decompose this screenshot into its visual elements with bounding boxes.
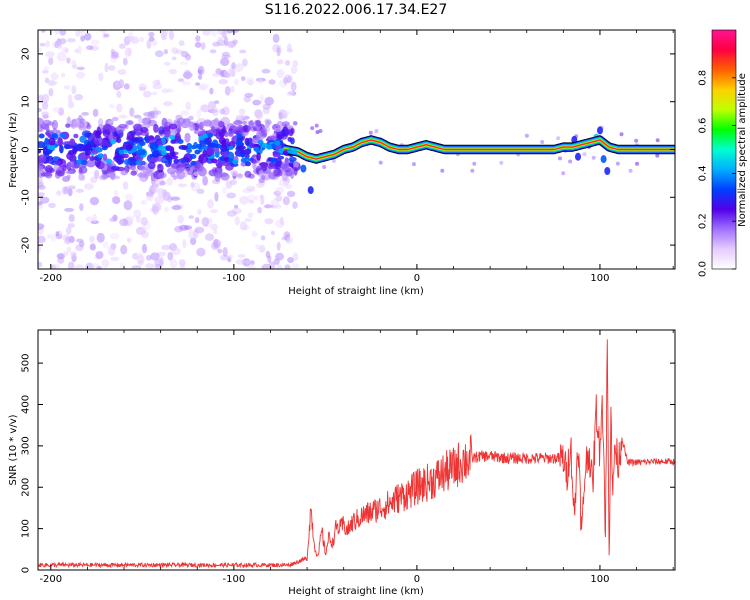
x-tick: 100 (590, 330, 609, 585)
snr-panel: -200 -100 0 100 0 100 200 300 400 500 Height of … (8, 329, 676, 597)
y-tick: 10 (21, 95, 675, 108)
x-tick-label: -200 (39, 273, 62, 284)
x-tick: -200 (39, 30, 62, 284)
spectrogram-y-axis-label: Frequency (Hz) (8, 112, 19, 188)
x-tick-label: -200 (39, 574, 62, 585)
y-tick: -10 (21, 189, 675, 205)
colorbar-label: Normalized spectral amplitude (737, 73, 748, 227)
x-tick-label: -100 (223, 574, 246, 585)
y-tick: 20 (21, 48, 675, 61)
y-tick: 500 (21, 354, 675, 373)
y-tick: 300 (21, 436, 675, 455)
colorbar-gradient (711, 29, 737, 270)
snr-plot-area (38, 330, 675, 570)
spectrogram-x-ticks: -200 -100 0 100 (39, 30, 609, 284)
x-tick-label: -100 (223, 273, 246, 284)
y-tick: 0 (21, 567, 675, 573)
x-tick: 0 (414, 330, 420, 585)
x-tick-label: 0 (414, 574, 420, 585)
y-tick-label: 500 (21, 354, 32, 373)
colorbar-tick: 0.0 (698, 261, 736, 277)
x-tick: 100 (590, 30, 609, 284)
colorbar-tick-label: 0.2 (698, 213, 709, 229)
x-tick: -100 (223, 30, 246, 284)
colorbar-tick: 0.4 (698, 165, 736, 181)
y-tick-label: 300 (21, 436, 32, 455)
colorbar-tick-label: 0.0 (698, 261, 709, 277)
colorbar-tick: 0.6 (698, 118, 736, 134)
colorbar-tick-label: 0.6 (698, 118, 709, 134)
snr-y-axis-label: SNR (10 * v/v) (8, 414, 19, 485)
figure-title: S116.2022.006.17.34.E27 (265, 2, 448, 18)
y-tick-label: 100 (21, 519, 32, 538)
y-tick-label: 400 (21, 395, 32, 414)
snr-series-line (38, 339, 675, 569)
y-tick-label: 0 (21, 567, 32, 573)
x-tick-label: 0 (414, 273, 420, 284)
colorbar-tick-label: 0.8 (698, 70, 709, 86)
snr-frame (37, 329, 676, 571)
y-tick: -20 (21, 237, 675, 253)
y-tick-label: -10 (21, 189, 32, 205)
colorbar: 0.0 0.2 0.4 0.6 0.8 Normalized spectral ampl… (698, 29, 748, 277)
snr-x-axis-label: Height of straight line (km) (288, 586, 424, 597)
colorbar-tick: 0.8 (698, 70, 736, 86)
x-tick-label: 100 (590, 273, 609, 284)
x-tick: 0 (414, 30, 420, 284)
spectrogram-ridge (38, 132, 675, 167)
x-tick: -100 (223, 330, 246, 585)
y-tick-label: 0 (21, 146, 32, 152)
spectrogram-x-axis-label: Height of straight line (km) (288, 286, 424, 297)
y-tick-label: 20 (21, 48, 32, 61)
colorbar-tick-label: 0.4 (698, 165, 709, 181)
y-tick: 0 (21, 146, 675, 153)
colorbar-ticks: 0.0 0.2 0.4 0.6 0.8 (698, 70, 736, 277)
x-tick: -200 (39, 330, 62, 585)
snr-x-ticks: -200 -100 0 100 (39, 330, 609, 585)
spectrogram-y-ticks: -20 -10 0 10 20 (21, 48, 675, 253)
colorbar-tick: 0.2 (698, 213, 736, 229)
y-tick: 200 (21, 478, 675, 497)
snr-y-ticks: 0 100 200 300 400 500 (21, 354, 675, 573)
y-tick-label: -20 (21, 237, 32, 253)
x-tick-label: 100 (590, 574, 609, 585)
y-tick: 100 (21, 519, 675, 538)
spectrogram-blobs (38, 30, 660, 269)
y-tick-label: 10 (21, 95, 32, 108)
y-tick-label: 200 (21, 478, 32, 497)
y-tick: 400 (21, 395, 675, 414)
